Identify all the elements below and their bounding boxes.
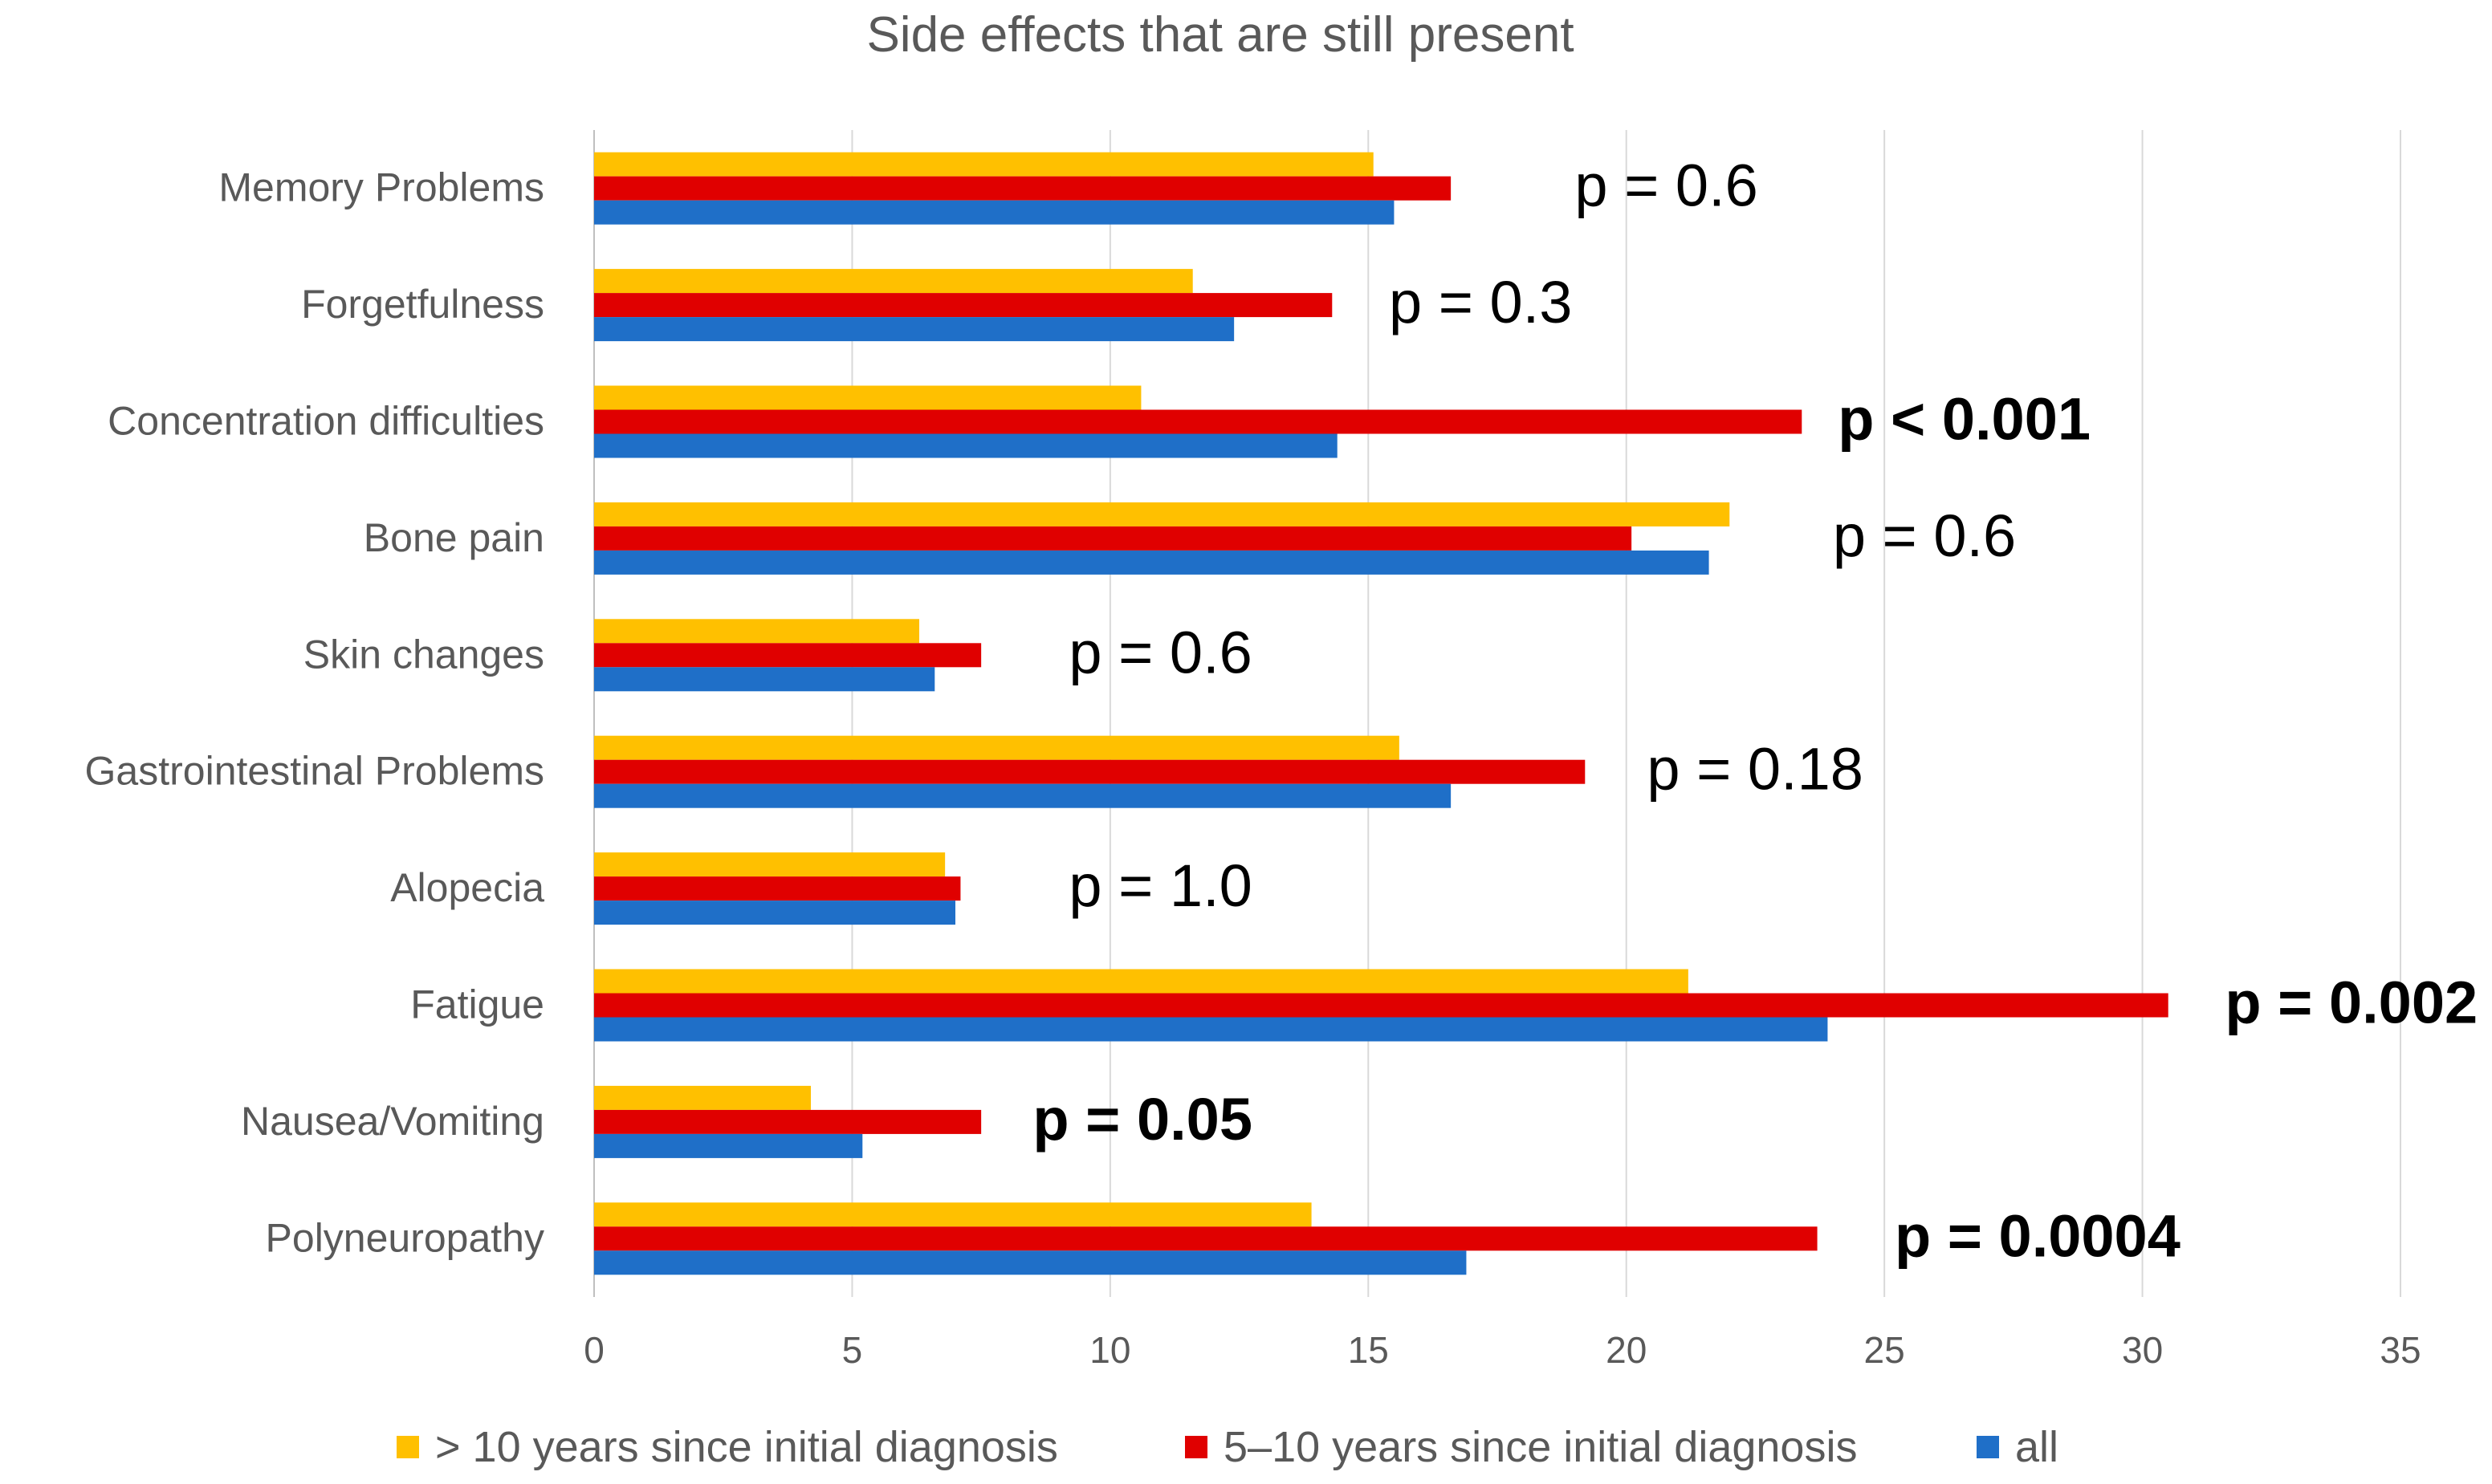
x-tick-label-20: 20 (1606, 1329, 1647, 1371)
bar-alopecia-5-10-years-since-initial-diagnosis (594, 876, 961, 901)
category-label-fatigue: Fatigue (410, 982, 544, 1027)
bar-forgetfulness-all (594, 317, 1235, 342)
x-tick-label-0: 0 (584, 1329, 605, 1371)
bar-bone-pain-5-10-years-since-initial-diagnosis (594, 526, 1632, 551)
p-value-polyneuropathy: p = 0.0004 (1895, 1202, 2180, 1269)
category-label-bone-pain: Bone pain (364, 515, 544, 560)
legend-item-over-10-years: > 10 years since initial diagnosis (397, 1422, 1058, 1472)
bar-fatigue-10-years-since-initial-diagnosis (594, 969, 1688, 994)
category-labels: Memory Problems Forgetfulness Concentratio… (85, 165, 545, 1261)
p-value-nausea-vomiting: p = 0.05 (1032, 1086, 1252, 1153)
bars (594, 152, 2168, 1275)
bar-bone-pain-all (594, 550, 1709, 575)
chart-title: Side effects that are still present (866, 7, 1574, 63)
x-tick-labels: 0 5 10 15 20 25 30 35 (584, 1329, 2421, 1371)
bar-alopecia-10-years-since-initial-diagnosis (594, 852, 946, 877)
p-value-bone-pain: p = 0.6 (1833, 502, 2016, 569)
p-value-fatigue: p = 0.002 (2225, 970, 2478, 1036)
bar-memory-problems-all (594, 200, 1395, 225)
bar-alopecia-all (594, 901, 955, 925)
legend-item-5-10-years: 5–10 years since initial diagnosis (1185, 1422, 1857, 1472)
legend-swatch-5-10-years (1185, 1436, 1207, 1458)
x-tick-label-15: 15 (1348, 1329, 1389, 1371)
bar-skin-changes-all (594, 667, 935, 692)
bar-forgetfulness-5-10-years-since-initial-diagnosis (594, 293, 1333, 318)
p-value-concentration-difficulties: p < 0.001 (1838, 386, 2091, 453)
bar-memory-problems-10-years-since-initial-diagnosis (594, 152, 1374, 177)
bar-concentration-difficulties-all (594, 433, 1338, 458)
bar-chart: Memory Problems Forgetfulness Concentratio… (85, 130, 2478, 1371)
bar-polyneuropathy-all (594, 1250, 1467, 1275)
x-tick-label-5: 5 (842, 1329, 863, 1371)
bar-skin-changes-5-10-years-since-initial-diagnosis (594, 643, 982, 668)
p-value-alopecia: p = 1.0 (1069, 852, 1252, 919)
category-label-memory-problems: Memory Problems (218, 165, 544, 210)
legend-label-all: all (2015, 1423, 2059, 1471)
p-value-forgetfulness: p = 0.3 (1389, 269, 1572, 335)
category-label-polyneuropathy: Polyneuropathy (266, 1215, 544, 1260)
bar-nausea-vomiting-10-years-since-initial-diagnosis (594, 1085, 811, 1110)
bar-polyneuropathy-10-years-since-initial-diagnosis (594, 1202, 1312, 1227)
bar-nausea-vomiting-5-10-years-since-initial-diagnosis (594, 1109, 982, 1134)
x-tick-label-10: 10 (1089, 1329, 1130, 1371)
p-value-memory-problems: p = 0.6 (1574, 152, 1757, 219)
p-value-gastrointestinal-problems: p = 0.18 (1647, 736, 1863, 803)
bar-fatigue-5-10-years-since-initial-diagnosis (594, 993, 2168, 1018)
category-label-gastrointestinal-problems: Gastrointestinal Problems (85, 749, 544, 794)
bar-concentration-difficulties-5-10-years-since-initial-diagnosis (594, 409, 1802, 434)
category-label-skin-changes: Skin changes (303, 632, 544, 677)
category-label-alopecia: Alopecia (390, 865, 544, 910)
legend-label-over-10-years: > 10 years since initial diagnosis (435, 1423, 1058, 1471)
x-tick-label-35: 35 (2380, 1329, 2421, 1371)
legend-label-5-10-years: 5–10 years since initial diagnosis (1224, 1423, 1858, 1471)
category-label-forgetfulness: Forgetfulness (301, 282, 544, 327)
legend: > 10 years since initial diagnosis 5–10 … (0, 1422, 2492, 1472)
legend-swatch-over-10-years (397, 1436, 419, 1458)
bar-gastrointestinal-problems-10-years-since-initial-diagnosis (594, 735, 1399, 760)
legend-item-all: all (1977, 1422, 2058, 1472)
bar-gastrointestinal-problems-all (594, 783, 1452, 808)
bar-concentration-difficulties-10-years-since-initial-diagnosis (594, 385, 1142, 410)
bar-gastrointestinal-problems-5-10-years-since-initial-diagnosis (594, 759, 1586, 784)
bar-fatigue-all (594, 1017, 1828, 1042)
bar-skin-changes-10-years-since-initial-diagnosis (594, 619, 919, 644)
bar-nausea-vomiting-all (594, 1133, 863, 1158)
bar-memory-problems-5-10-years-since-initial-diagnosis (594, 176, 1452, 201)
bar-polyneuropathy-5-10-years-since-initial-diagnosis (594, 1226, 1818, 1251)
x-tick-label-30: 30 (2122, 1329, 2163, 1371)
x-tick-label-25: 25 (1864, 1329, 1905, 1371)
category-label-concentration-difficulties: Concentration difficulties (108, 399, 544, 444)
legend-swatch-all (1977, 1436, 1999, 1458)
bar-bone-pain-10-years-since-initial-diagnosis (594, 502, 1730, 527)
category-label-nausea-vomiting: Nausea/Vomiting (241, 1099, 544, 1144)
bar-forgetfulness-10-years-since-initial-diagnosis (594, 269, 1193, 294)
p-value-skin-changes: p = 0.6 (1069, 619, 1252, 685)
